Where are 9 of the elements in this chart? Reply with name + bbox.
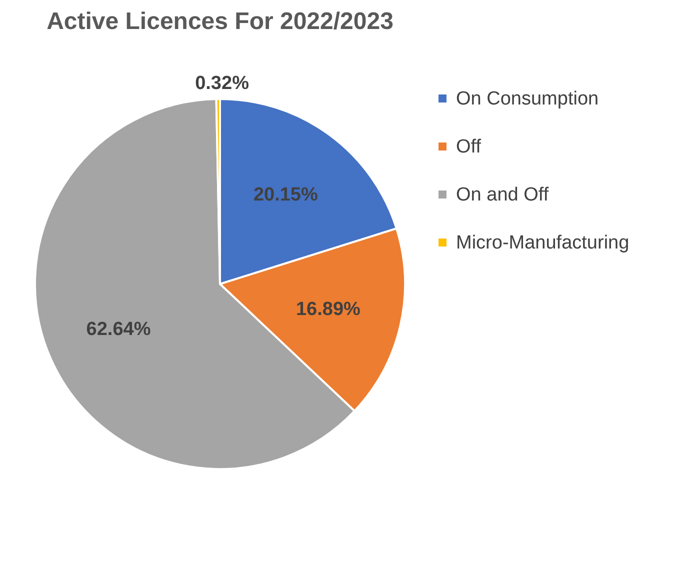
legend-label: On and Off <box>456 184 550 206</box>
data-label: 16.89% <box>296 298 360 320</box>
data-label: 20.15% <box>253 184 318 206</box>
legend-label: Micro-Manufacturing <box>456 232 630 254</box>
legend-label: Off <box>456 136 482 158</box>
data-label: 62.64% <box>86 318 151 340</box>
chart-title: Active Licences For 2022/2023 <box>46 8 394 36</box>
data-label: 0.32% <box>195 73 250 94</box>
legend-label: On Consumption <box>456 88 599 110</box>
